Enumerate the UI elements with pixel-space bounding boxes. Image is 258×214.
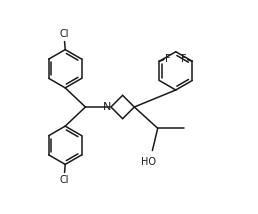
Text: HO: HO bbox=[141, 157, 156, 167]
Text: F: F bbox=[181, 54, 187, 64]
Text: F: F bbox=[165, 54, 171, 64]
Text: Cl: Cl bbox=[59, 29, 69, 39]
Text: N: N bbox=[103, 102, 111, 112]
Text: Cl: Cl bbox=[59, 175, 69, 185]
